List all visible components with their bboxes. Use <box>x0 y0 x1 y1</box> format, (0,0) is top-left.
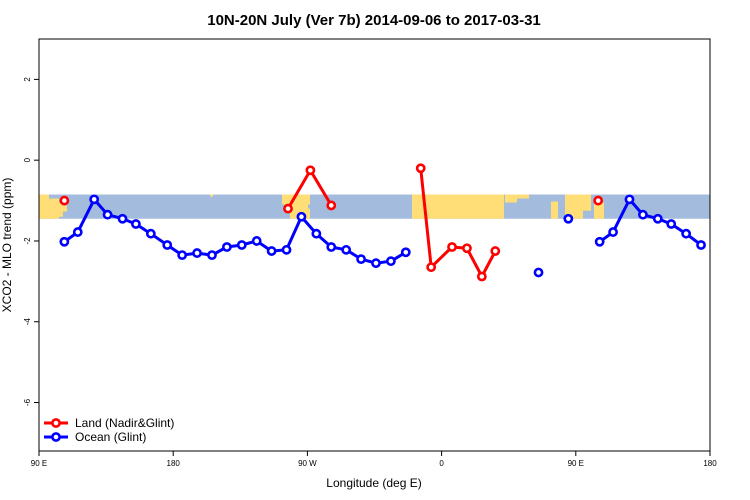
data-point <box>192 248 202 258</box>
data-point <box>59 236 70 247</box>
land-patch <box>551 201 558 219</box>
series-land-nadir-glint- <box>59 163 604 282</box>
data-point <box>281 244 292 255</box>
legend-marker <box>51 418 61 428</box>
ocean-band <box>39 194 710 219</box>
land-patch <box>39 194 49 219</box>
x-axis: 90 E 180 90 W 0 90 E 180 <box>31 451 717 468</box>
chart-title: 10N-20N July (Ver 7b) 2014-09-06 to 2017… <box>207 12 541 29</box>
legend-label: Land (Nadir&Glint) <box>75 416 174 430</box>
land-patch <box>412 194 504 219</box>
land-patch <box>594 202 604 219</box>
x-tick-label: 90 E <box>568 459 584 468</box>
land-patch <box>59 205 67 212</box>
data-point <box>326 242 337 252</box>
y-tick-label: -6 <box>23 398 32 406</box>
data-point <box>117 213 128 224</box>
land-patch <box>565 194 583 219</box>
x-tick-label: 90 E <box>31 459 47 468</box>
y-tick-label: 2 <box>23 77 32 82</box>
data-point <box>593 195 604 206</box>
data-point <box>305 165 316 176</box>
x-tick-label: 180 <box>703 459 717 468</box>
data-point <box>162 240 173 250</box>
series-line <box>419 168 497 278</box>
land-patch <box>515 194 529 199</box>
y-axis-label: XCO2 - MLO trend (ppm) <box>0 178 14 313</box>
legend-marker <box>51 432 61 442</box>
x-tick-label: 0 <box>439 459 444 468</box>
land-patch <box>210 194 213 197</box>
data-point <box>476 271 487 282</box>
data-point <box>462 243 472 254</box>
data-point <box>251 236 262 246</box>
data-point <box>177 250 188 260</box>
data-point <box>652 213 663 224</box>
land-patch <box>282 194 310 205</box>
data-point <box>490 246 501 256</box>
land-ocean-band <box>39 194 710 219</box>
data-point <box>102 209 113 220</box>
data-point <box>533 267 544 278</box>
y-axis: -6 -4 -2 0 2 <box>23 77 39 406</box>
data-point <box>296 211 307 222</box>
data-point <box>72 227 83 237</box>
data-point <box>207 250 217 260</box>
y-tick-label: -4 <box>23 318 32 326</box>
data-point <box>371 258 381 269</box>
x-tick-label: 90 W <box>298 459 317 468</box>
land-patch <box>583 194 591 211</box>
data-point <box>221 242 232 252</box>
data-point <box>666 219 677 229</box>
land-patch <box>505 194 517 203</box>
data-point <box>447 242 457 252</box>
data-point <box>131 219 141 229</box>
legend: Land (Nadir&Glint)Ocean (Glint) <box>44 416 174 444</box>
data-point <box>563 213 574 224</box>
series-layer <box>59 163 706 282</box>
data-point <box>311 228 322 239</box>
data-point <box>326 200 337 211</box>
data-point <box>356 254 366 265</box>
data-point <box>426 262 437 273</box>
data-point <box>145 228 156 239</box>
y-tick-label: -2 <box>23 237 32 245</box>
data-point <box>594 236 605 247</box>
data-point <box>341 244 352 255</box>
data-point <box>681 228 692 239</box>
data-point <box>283 203 293 214</box>
y-tick-label: 0 <box>23 157 32 162</box>
data-point <box>400 247 411 258</box>
data-point <box>386 256 396 267</box>
plot-frame <box>38 38 711 452</box>
x-tick-label: 180 <box>167 459 181 468</box>
legend-label: Ocean (Glint) <box>75 430 146 444</box>
x-axis-label: Longitude (deg E) <box>326 476 421 490</box>
data-point <box>608 227 618 237</box>
data-point <box>266 246 277 256</box>
data-point <box>236 240 247 250</box>
land-patch <box>53 202 63 217</box>
data-point <box>638 209 648 220</box>
data-point <box>59 195 70 206</box>
series-ocean-glint- <box>59 194 706 278</box>
data-point <box>89 194 100 205</box>
data-point <box>415 163 426 174</box>
data-point <box>696 240 706 250</box>
data-point <box>624 194 635 205</box>
